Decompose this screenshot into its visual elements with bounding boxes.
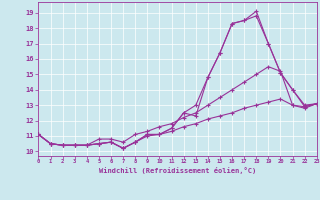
X-axis label: Windchill (Refroidissement éolien,°C): Windchill (Refroidissement éolien,°C) <box>99 167 256 174</box>
